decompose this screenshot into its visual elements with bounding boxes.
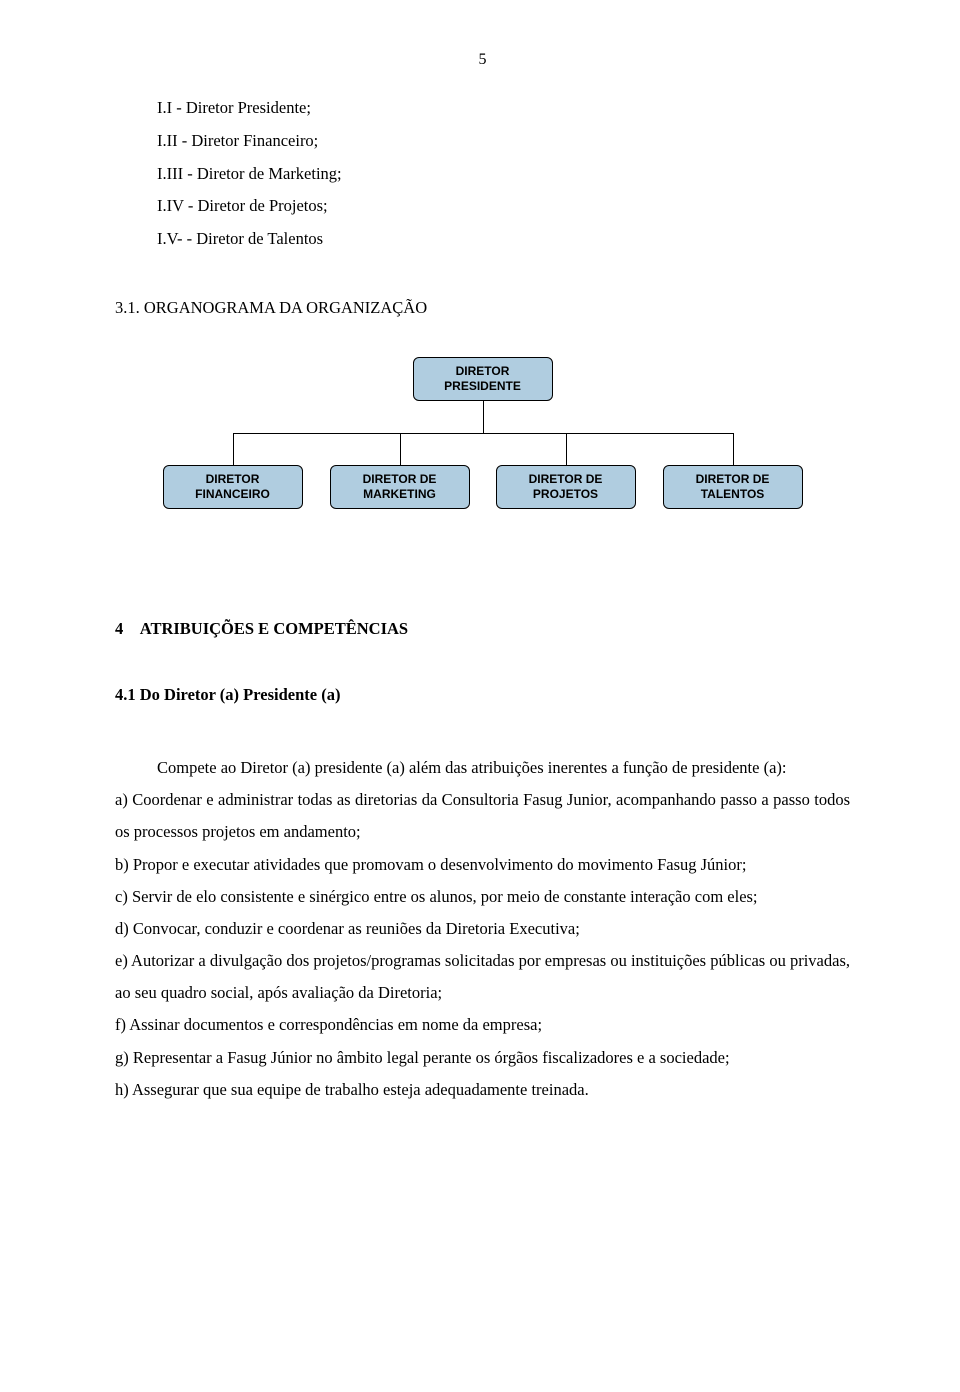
- section-3-1-heading: 3.1. ORGANOGRAMA DA ORGANIZAÇÃO: [115, 296, 850, 321]
- intro-list: I.I - Diretor Presidente; I.II - Diretor…: [115, 96, 850, 252]
- intro-list-item: I.IV - Diretor de Projetos;: [115, 194, 850, 219]
- page-number: 5: [115, 48, 850, 72]
- org-chart-connector: [483, 401, 484, 433]
- org-chart-connector: [233, 433, 234, 465]
- org-box-line2: TALENTOS: [668, 487, 798, 501]
- org-box-root: DIRETORPRESIDENTE: [413, 357, 553, 401]
- body-item: f) Assinar documentos e correspondências…: [115, 1009, 850, 1041]
- body-item: g) Representar a Fasug Júnior no âmbito …: [115, 1042, 850, 1074]
- body-item: b) Propor e executar atividades que prom…: [115, 849, 850, 881]
- org-chart-connector: [733, 433, 734, 465]
- org-chart-connector: [400, 433, 401, 465]
- body-lead: Compete ao Diretor (a) presidente (a) al…: [115, 752, 850, 784]
- org-box-line1: DIRETOR: [168, 472, 298, 486]
- org-box-child-3: DIRETOR DETALENTOS: [663, 465, 803, 509]
- org-chart-connector: [233, 433, 734, 434]
- org-box-line2: MARKETING: [335, 487, 465, 501]
- section-4-heading: 4 ATRIBUIÇÕES E COMPETÊNCIAS: [115, 617, 850, 642]
- org-chart-connector: [566, 433, 567, 465]
- body-item: h) Assegurar que sua equipe de trabalho …: [115, 1074, 850, 1106]
- org-box-child-2: DIRETOR DEPROJETOS: [496, 465, 636, 509]
- intro-list-item: I.V- - Diretor de Talentos: [115, 227, 850, 252]
- org-box-line1: DIRETOR DE: [668, 472, 798, 486]
- org-box-line2: PROJETOS: [501, 487, 631, 501]
- org-box-child-0: DIRETORFINANCEIRO: [163, 465, 303, 509]
- org-box-line1: DIRETOR DE: [501, 472, 631, 486]
- org-box-line1: DIRETOR: [418, 364, 548, 378]
- intro-list-item: I.II - Diretor Financeiro;: [115, 129, 850, 154]
- org-chart: DIRETORPRESIDENTEDIRETORFINANCEIRODIRETO…: [163, 357, 803, 557]
- org-box-line1: DIRETOR DE: [335, 472, 465, 486]
- body-item: c) Servir de elo consistente e sinérgico…: [115, 881, 850, 913]
- org-box-child-1: DIRETOR DEMARKETING: [330, 465, 470, 509]
- intro-list-item: I.I - Diretor Presidente;: [115, 96, 850, 121]
- body-text: Compete ao Diretor (a) presidente (a) al…: [115, 752, 850, 1106]
- body-item: e) Autorizar a divulgação dos projetos/p…: [115, 945, 850, 1009]
- body-item: d) Convocar, conduzir e coordenar as reu…: [115, 913, 850, 945]
- body-item: a) Coordenar e administrar todas as dire…: [115, 784, 850, 848]
- section-4-1-heading: 4.1 Do Diretor (a) Presidente (a): [115, 683, 850, 708]
- intro-list-item: I.III - Diretor de Marketing;: [115, 162, 850, 187]
- org-box-line2: PRESIDENTE: [418, 379, 548, 393]
- org-box-line2: FINANCEIRO: [168, 487, 298, 501]
